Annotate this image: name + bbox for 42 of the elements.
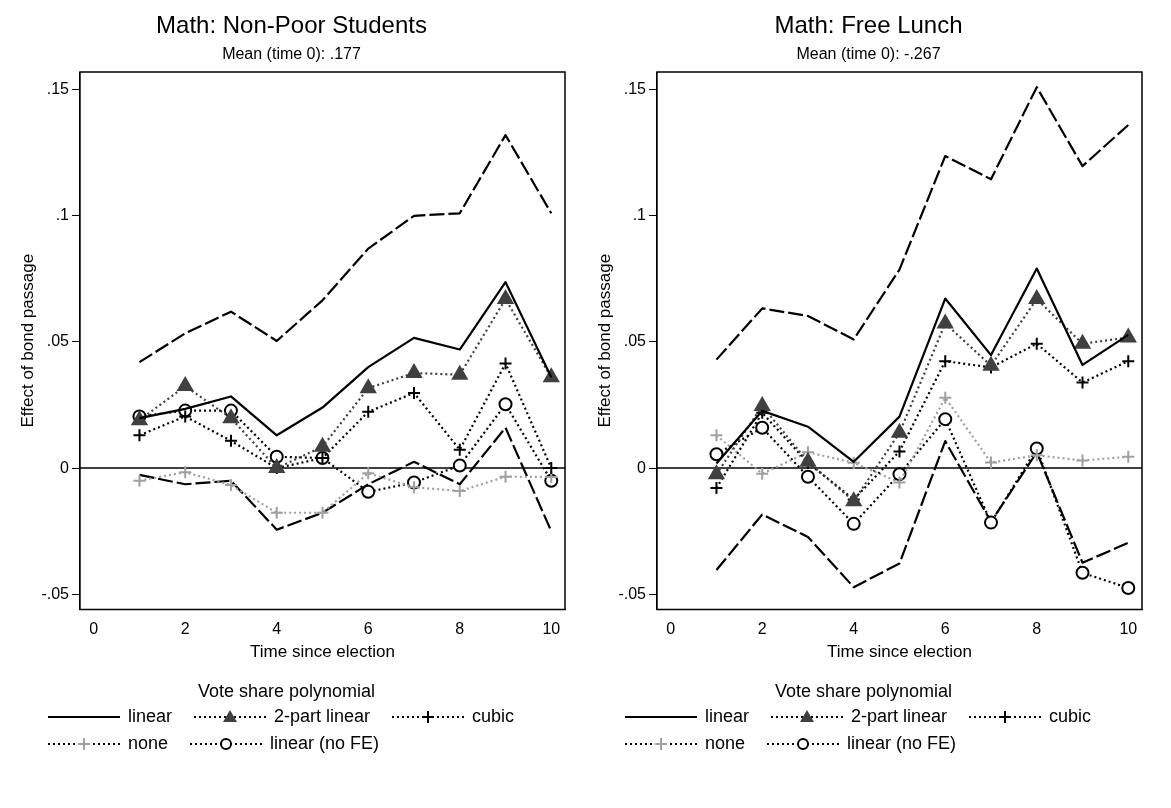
x-tick-label: 4 xyxy=(849,620,859,638)
legend-label: linear (no FE) xyxy=(270,733,380,754)
x-tick-label: 2 xyxy=(180,620,190,638)
y-axis-title: Effect of bond passage xyxy=(594,253,614,428)
chart-title: Math: Free Lunch xyxy=(774,11,963,39)
chart-subtitle: Mean (time 0): -.267 xyxy=(796,44,941,62)
y-tick-label: .1 xyxy=(632,206,647,224)
x-tick-label: 0 xyxy=(666,620,676,638)
legend-label: linear xyxy=(128,706,173,727)
x-tick-label: 6 xyxy=(363,620,373,638)
legend-label: cubic xyxy=(1049,706,1092,727)
legend-label: 2-part linear xyxy=(274,706,371,727)
chart-title: Math: Non-Poor Students xyxy=(156,11,427,39)
legend-label: cubic xyxy=(472,706,515,727)
chart-subtitle: Mean (time 0): .177 xyxy=(222,44,361,62)
x-axis-title: Time since election xyxy=(250,642,395,662)
y-axis-title: Effect of bond passage xyxy=(17,253,37,428)
x-tick-label: 8 xyxy=(1032,620,1042,638)
y-tick-label: -.05 xyxy=(41,584,70,602)
x-tick-label: 4 xyxy=(272,620,282,638)
y-tick-label: 0 xyxy=(637,458,647,476)
y-tick-label: .15 xyxy=(46,80,70,98)
x-tick-label: 10 xyxy=(1119,620,1138,638)
y-tick-label: 0 xyxy=(60,458,70,476)
legend-title: Vote share polynomial xyxy=(196,681,377,702)
x-tick-label: 6 xyxy=(940,620,950,638)
y-tick-label: .1 xyxy=(55,206,70,224)
y-tick-label: -.05 xyxy=(618,584,647,602)
x-tick-label: 2 xyxy=(757,620,767,638)
legend-label: none xyxy=(128,733,169,754)
legend-label: 2-part linear xyxy=(851,706,948,727)
x-axis-title: Time since election xyxy=(827,642,972,662)
y-tick-label: .05 xyxy=(46,332,70,350)
legend-label: none xyxy=(705,733,746,754)
x-tick-label: 8 xyxy=(455,620,465,638)
y-tick-label: .05 xyxy=(623,332,647,350)
legend-title: Vote share polynomial xyxy=(773,681,954,702)
legend-label: linear xyxy=(705,706,750,727)
x-tick-label: 10 xyxy=(542,620,561,638)
x-tick-label: 0 xyxy=(89,620,99,638)
y-tick-label: .15 xyxy=(623,80,647,98)
legend-label: linear (no FE) xyxy=(847,733,957,754)
